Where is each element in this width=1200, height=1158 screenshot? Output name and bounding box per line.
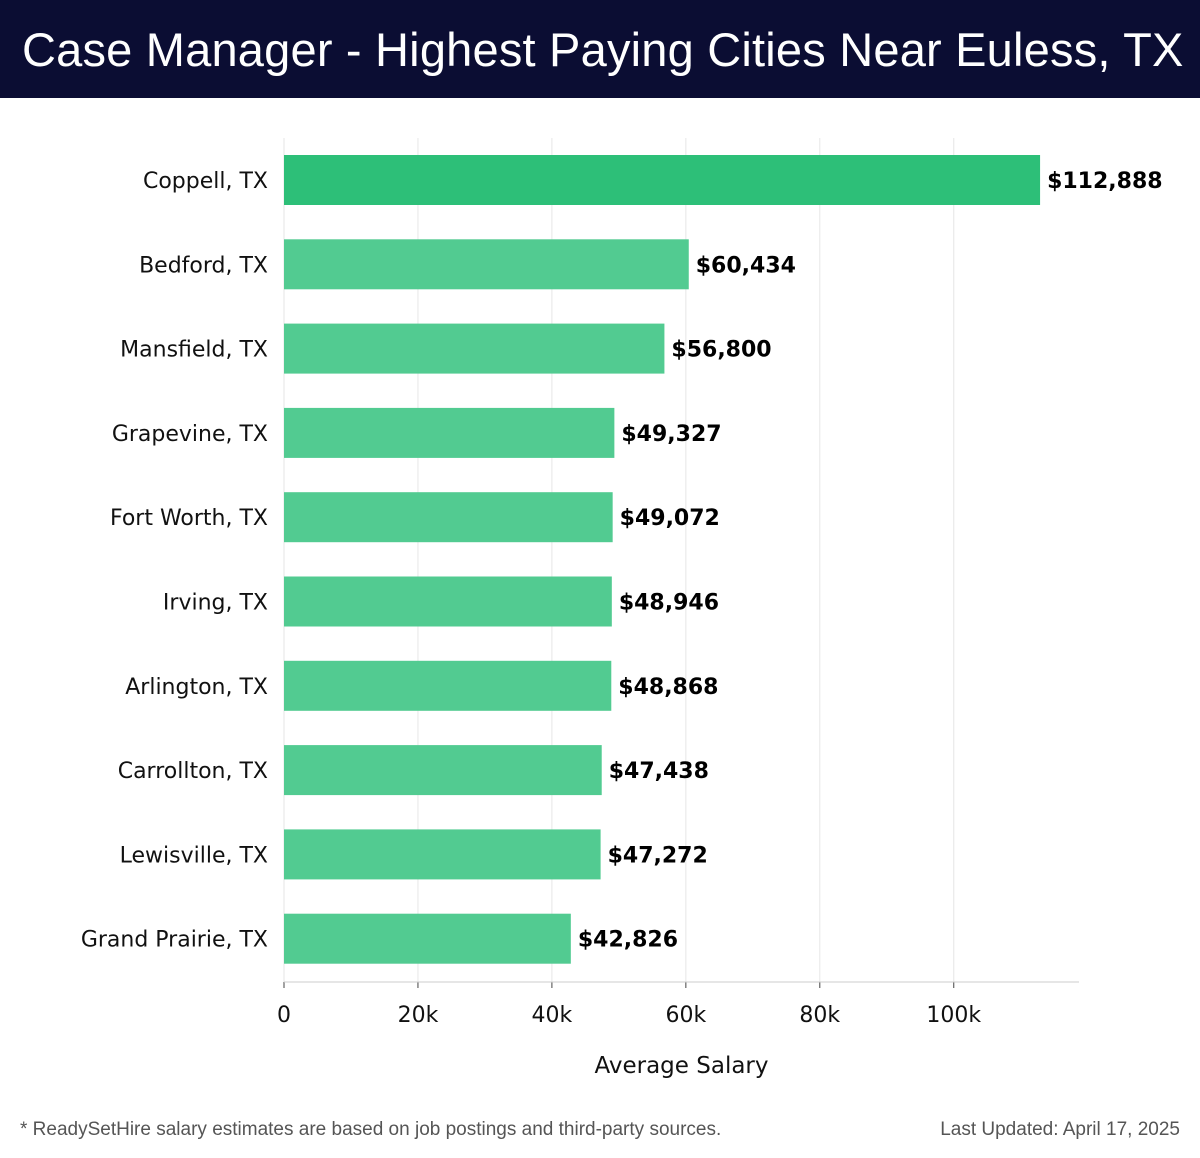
x-tick-label: 60k: [665, 1003, 706, 1028]
category-label: Mansfield, TX: [120, 338, 268, 363]
bar-lewisville-tx: [284, 829, 601, 880]
value-label: $56,800: [671, 338, 771, 363]
bar-layer: [284, 155, 1041, 964]
value-label: $49,327: [621, 422, 721, 447]
value-label: $42,826: [578, 928, 678, 953]
category-label: Fort Worth, TX: [110, 506, 268, 531]
bar-grapevine-tx: [284, 407, 615, 458]
page-title: Case Manager - Highest Paying Cities Nea…: [22, 23, 1184, 76]
category-label: Carrollton, TX: [118, 759, 268, 784]
category-label: Arlington, TX: [125, 675, 268, 700]
bar-carrollton-tx: [284, 745, 602, 796]
x-tick-label: 80k: [799, 1003, 840, 1028]
x-tick-label: 100k: [926, 1003, 981, 1028]
footnote: * ReadySetHire salary estimates are base…: [20, 1119, 722, 1140]
value-label: $49,072: [620, 506, 720, 531]
category-label: Bedford, TX: [139, 253, 268, 278]
value-label: $47,272: [608, 843, 708, 868]
bar-bedford-tx: [284, 239, 689, 290]
bar-irving-tx: [284, 576, 612, 627]
x-tick-label: 20k: [398, 1003, 439, 1028]
category-label: Irving, TX: [163, 591, 268, 616]
value-label: $48,868: [618, 675, 718, 700]
bar-mansfield-tx: [284, 323, 665, 374]
x-tick-label: 40k: [532, 1003, 573, 1028]
category-label: Grand Prairie, TX: [81, 928, 268, 953]
value-label: $112,888: [1047, 169, 1163, 194]
axis-layer: 0 20k 40k 60k 80k 100k Average Salary: [277, 981, 1079, 1079]
value-label: $60,434: [696, 253, 796, 278]
bar-coppell-tx: [284, 155, 1041, 205]
value-label: $47,438: [609, 759, 709, 784]
bar-fort-worth-tx: [284, 492, 613, 543]
category-label: Lewisville, TX: [120, 843, 268, 868]
x-tick-label: 0: [277, 1003, 291, 1028]
category-label: Coppell, TX: [143, 169, 268, 194]
value-label: $48,946: [619, 591, 719, 616]
x-axis-title: Average Salary: [594, 1053, 768, 1079]
bar-arlington-tx: [284, 660, 612, 711]
label-layer: Coppell, TX $112,888 Bedford, TX $60,434 Man…: [81, 169, 1163, 953]
bar-grand-prairie-tx: [284, 913, 571, 964]
category-label: Grapevine, TX: [112, 422, 268, 447]
header-banner: Case Manager - Highest Paying Cities Nea…: [0, 0, 1200, 98]
salary-bar-chart: Coppell, TX $112,888 Bedford, TX $60,434 Man…: [81, 138, 1163, 1079]
last-updated: Last Updated: April 17, 2025: [940, 1119, 1180, 1140]
